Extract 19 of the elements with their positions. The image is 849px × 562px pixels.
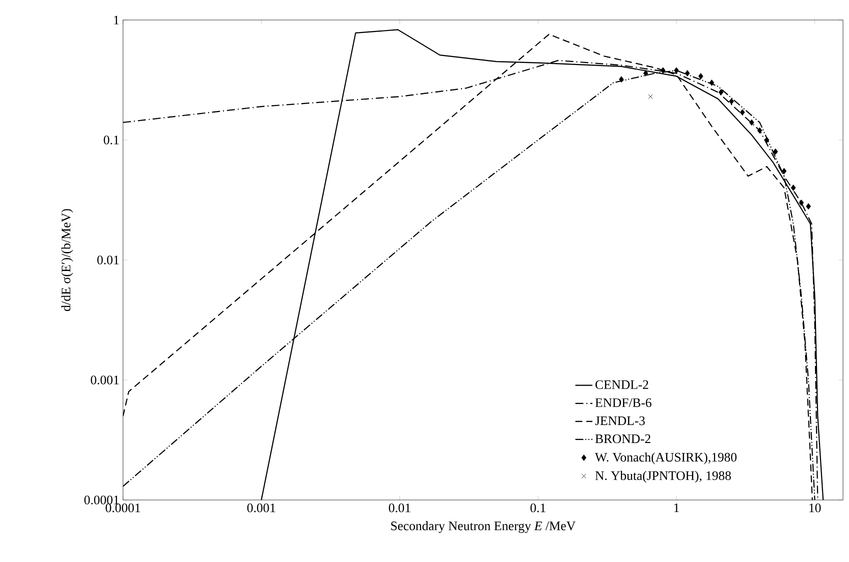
y-tick-label: 0.1: [104, 136, 119, 144]
y-tick-label: 0.001: [90, 376, 119, 384]
legend-label: W. Vonach(AUSIRK),1980: [594, 452, 737, 464]
legend-label: BROND-2: [595, 434, 650, 444]
x-axis-title: Secondary Neutron Energy E /MeV: [391, 521, 576, 533]
x-tick-label: 0.1: [530, 504, 546, 512]
y-axis-title: d/dE σ(E′)/(b/MeV): [61, 209, 74, 312]
legend-label: ENDF/B-6: [595, 398, 652, 408]
legend-label: JENDL-3: [595, 416, 645, 426]
x-tick-label: 10: [809, 504, 821, 512]
legend-label: CENDL-2: [595, 380, 648, 390]
x-tick-label: 0.0001: [106, 504, 140, 512]
y-tick-label: 0.0001: [84, 496, 119, 504]
x-tick-label: 1: [674, 504, 679, 512]
y-tick-label: 1: [114, 16, 119, 24]
legend-label: N. Ybuta(JPNTOH), 1988: [595, 470, 731, 483]
x-tick-label: 0.001: [247, 504, 276, 512]
y-tick-label: 0.01: [97, 256, 119, 264]
x-tick-label: 0.01: [388, 504, 410, 512]
